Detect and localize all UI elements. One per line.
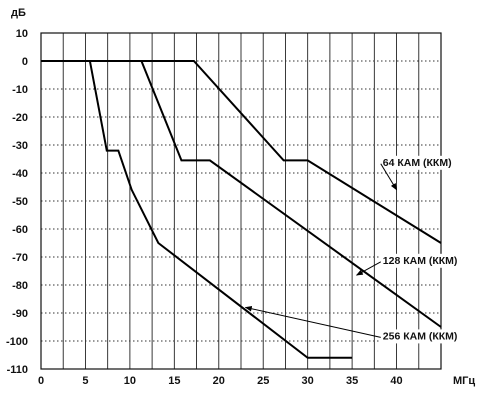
y-tick-label: -50 (12, 196, 28, 208)
legend-label-2: 128 КАМ (ККМ) (383, 255, 458, 267)
series-line-1 (41, 60, 442, 244)
y-tick-label: -70 (12, 252, 28, 264)
legend-label-3: 256 КАМ (ККМ) (383, 330, 458, 342)
legend-leader-1 (380, 163, 397, 191)
legend-leader-3 (244, 306, 381, 338)
x-tick-label: 15 (168, 375, 180, 387)
x-axis-label: МГц (453, 375, 475, 387)
annotations: 64 КАМ (ККМ) 128 КАМ (ККМ) 256 КАМ (ККМ) (244, 155, 460, 344)
legend-label-bg (380, 329, 460, 344)
y-axis-label: дБ (11, 7, 26, 19)
y-axis-ticks: 10 0 -10 -20 -30 -40 -50 -60 -70 -80 -90 -100 -110 (6, 28, 28, 376)
y-tick-label: -10 (12, 84, 28, 96)
x-tick-label: 40 (390, 375, 402, 387)
legend-label-1: 64 КАМ (ККМ) (383, 157, 452, 169)
y-tick-label: -90 (12, 308, 28, 320)
y-tick-label: 10 (16, 28, 28, 40)
legend-label-bg (380, 155, 454, 170)
series-line-2 (41, 60, 442, 328)
grid (40, 32, 442, 370)
y-tick-label: -30 (12, 140, 28, 152)
y-tick-label: -100 (6, 336, 28, 348)
y-tick-label: 0 (22, 56, 28, 68)
x-tick-label: 30 (302, 375, 314, 387)
y-tick-label: -40 (12, 168, 28, 180)
y-tick-label: -110 (7, 364, 28, 376)
series-line-3 (41, 60, 353, 359)
x-tick-label: 25 (257, 375, 269, 387)
y-tick-label: -60 (12, 224, 28, 236)
x-tick-label: 35 (346, 375, 358, 387)
y-tick-label: -20 (12, 112, 28, 124)
legend-leader-2 (355, 261, 382, 276)
x-tick-label: 20 (213, 375, 225, 387)
x-tick-label: 5 (82, 375, 88, 387)
x-axis-ticks: 0 5 10 15 20 25 30 35 40 (38, 375, 403, 387)
plot-frame (40, 32, 442, 370)
x-tick-label: 10 (124, 375, 136, 387)
legend-label-bg (380, 253, 460, 268)
y-tick-label: -80 (12, 280, 28, 292)
x-tick-label: 0 (38, 375, 44, 387)
series-layer (41, 60, 442, 359)
